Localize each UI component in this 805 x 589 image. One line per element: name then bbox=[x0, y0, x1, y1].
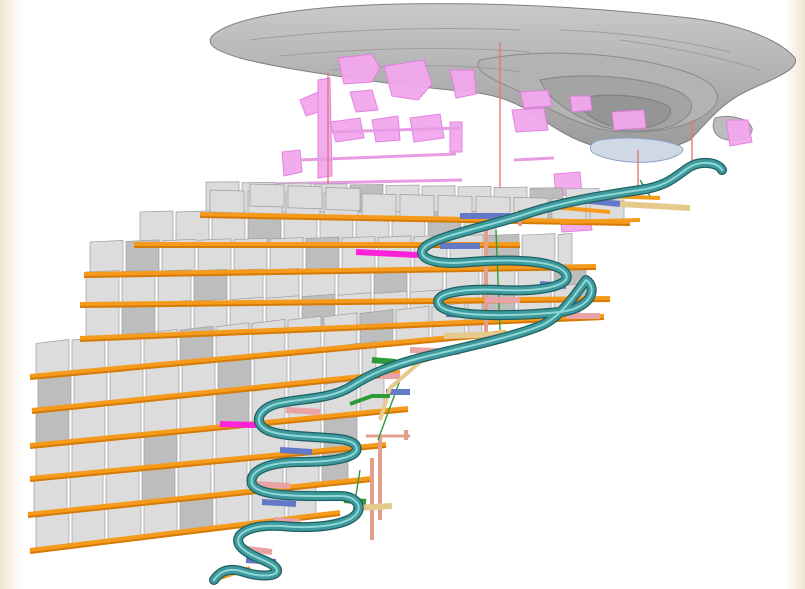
stope-panel bbox=[215, 322, 250, 360]
stope-panel bbox=[287, 185, 323, 210]
level-drive bbox=[29, 442, 387, 480]
stope-panel bbox=[399, 194, 435, 218]
stope-panel bbox=[139, 210, 174, 245]
open-pit bbox=[209, 3, 796, 163]
stope-panel bbox=[107, 400, 142, 438]
open-pit-pit-floor bbox=[589, 137, 684, 163]
level-drive bbox=[29, 406, 409, 447]
stope-panel bbox=[71, 507, 106, 546]
level-drive bbox=[199, 212, 631, 224]
stope-panel bbox=[35, 511, 70, 550]
crosscut bbox=[619, 201, 691, 211]
stope-panel bbox=[141, 465, 176, 503]
level-drive bbox=[559, 218, 641, 224]
level-drive bbox=[27, 476, 373, 516]
stope-panel bbox=[69, 472, 104, 510]
level-drive bbox=[79, 296, 611, 306]
level-drive bbox=[31, 370, 401, 412]
stope-panel bbox=[71, 404, 106, 442]
stope-panel bbox=[325, 187, 361, 211]
stope-panel bbox=[35, 338, 70, 376]
level-drive bbox=[83, 264, 597, 276]
crosscut bbox=[255, 481, 291, 489]
ore-body-horizontal-sills bbox=[267, 126, 555, 186]
stope-panel bbox=[35, 407, 70, 445]
magenta-drives bbox=[219, 249, 419, 428]
left-edge-tint bbox=[0, 0, 22, 589]
stope-panel bbox=[249, 183, 285, 208]
stope-panel bbox=[85, 302, 120, 339]
crosscut bbox=[261, 499, 297, 507]
stope-panel bbox=[287, 315, 322, 353]
green-crosscut bbox=[349, 394, 390, 406]
stope-panel bbox=[143, 397, 178, 435]
stope-panel bbox=[89, 240, 124, 275]
crosscut bbox=[279, 447, 313, 455]
level-drive bbox=[29, 330, 507, 378]
crosscut bbox=[285, 407, 321, 415]
stope-panel bbox=[557, 232, 573, 267]
stope-panel bbox=[33, 476, 68, 514]
stope-panel bbox=[361, 193, 397, 217]
right-edge-tint bbox=[785, 0, 805, 589]
shaft-lines bbox=[327, 42, 693, 214]
stope-panel bbox=[209, 189, 245, 214]
decline-ramp bbox=[209, 158, 727, 585]
stope-panel bbox=[251, 319, 286, 356]
crosscut bbox=[273, 517, 301, 525]
stope-panel bbox=[105, 468, 140, 507]
level-drives bbox=[27, 194, 661, 554]
stope-panel bbox=[179, 393, 214, 431]
